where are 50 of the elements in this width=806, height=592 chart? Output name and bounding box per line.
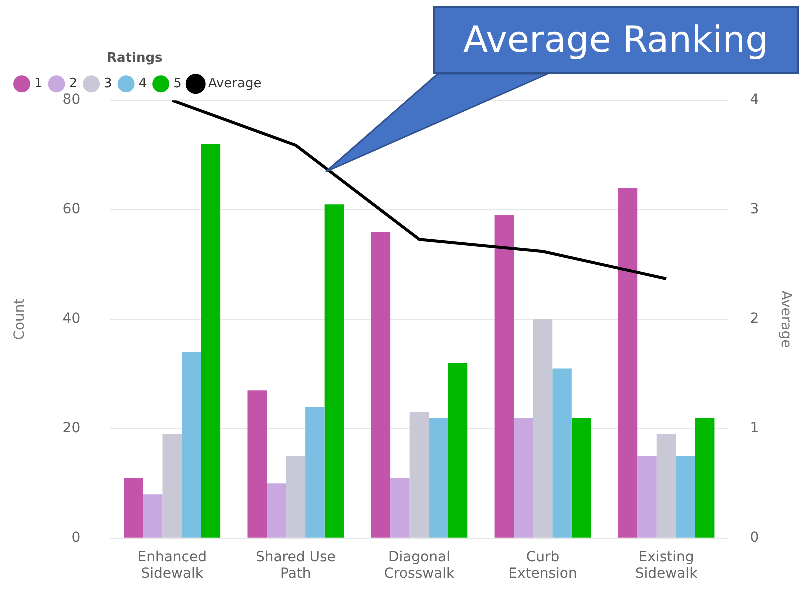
bar [182, 352, 202, 538]
bar [390, 478, 410, 538]
bar [552, 368, 572, 538]
legend-label: 3 [104, 76, 112, 92]
bar [143, 494, 163, 538]
bar [676, 456, 696, 538]
bar [448, 363, 468, 538]
bar [248, 390, 268, 538]
bar [533, 320, 553, 538]
bar [124, 478, 144, 538]
x-tick-label: Existing Sidewalk [635, 549, 699, 582]
y2-tick-label: 4 [750, 92, 760, 108]
legend-label: 1 [34, 76, 43, 92]
bar [267, 484, 286, 538]
bar [572, 418, 592, 538]
y-tick-label: 0 [72, 530, 81, 546]
x-tick-label: Diagonal Crosswalk [384, 549, 456, 582]
x-tick-label: Enhanced Sidewalk [138, 549, 208, 582]
bar [695, 418, 715, 538]
bar [371, 232, 391, 538]
legend-label: 2 [69, 76, 78, 92]
y2-tick-label: 1 [750, 420, 760, 437]
legend-label: Average [208, 76, 262, 92]
y2-tick-label: 2 [750, 311, 760, 328]
bar [286, 456, 306, 538]
bar [638, 456, 657, 538]
y2-tick-label: 3 [750, 202, 760, 218]
y-axis-title: Count [12, 298, 28, 340]
bar [618, 188, 638, 538]
y-tick-label: 40 [62, 311, 81, 328]
y2-axis-title: Average [778, 290, 794, 348]
y2-tick-label: 0 [750, 530, 760, 546]
bar [656, 434, 676, 538]
bar [324, 204, 344, 538]
x-tick-label: Curb Extension [508, 549, 578, 582]
y-tick-label: 80 [62, 92, 81, 108]
x-tick-label: Shared Use Path [256, 549, 336, 582]
y-tick-label: 20 [62, 420, 81, 437]
y-tick-label: 60 [62, 202, 81, 218]
legend-title: Ratings [106, 50, 163, 66]
bar [306, 407, 325, 538]
bar [410, 412, 430, 538]
bar [514, 418, 534, 538]
legend-label: 4 [138, 76, 148, 92]
bar [162, 434, 182, 538]
text: Average Ranking [433, 6, 799, 74]
bar [494, 216, 514, 538]
bar [201, 144, 221, 538]
legend-label: 5 [174, 76, 182, 92]
bar [429, 418, 448, 538]
